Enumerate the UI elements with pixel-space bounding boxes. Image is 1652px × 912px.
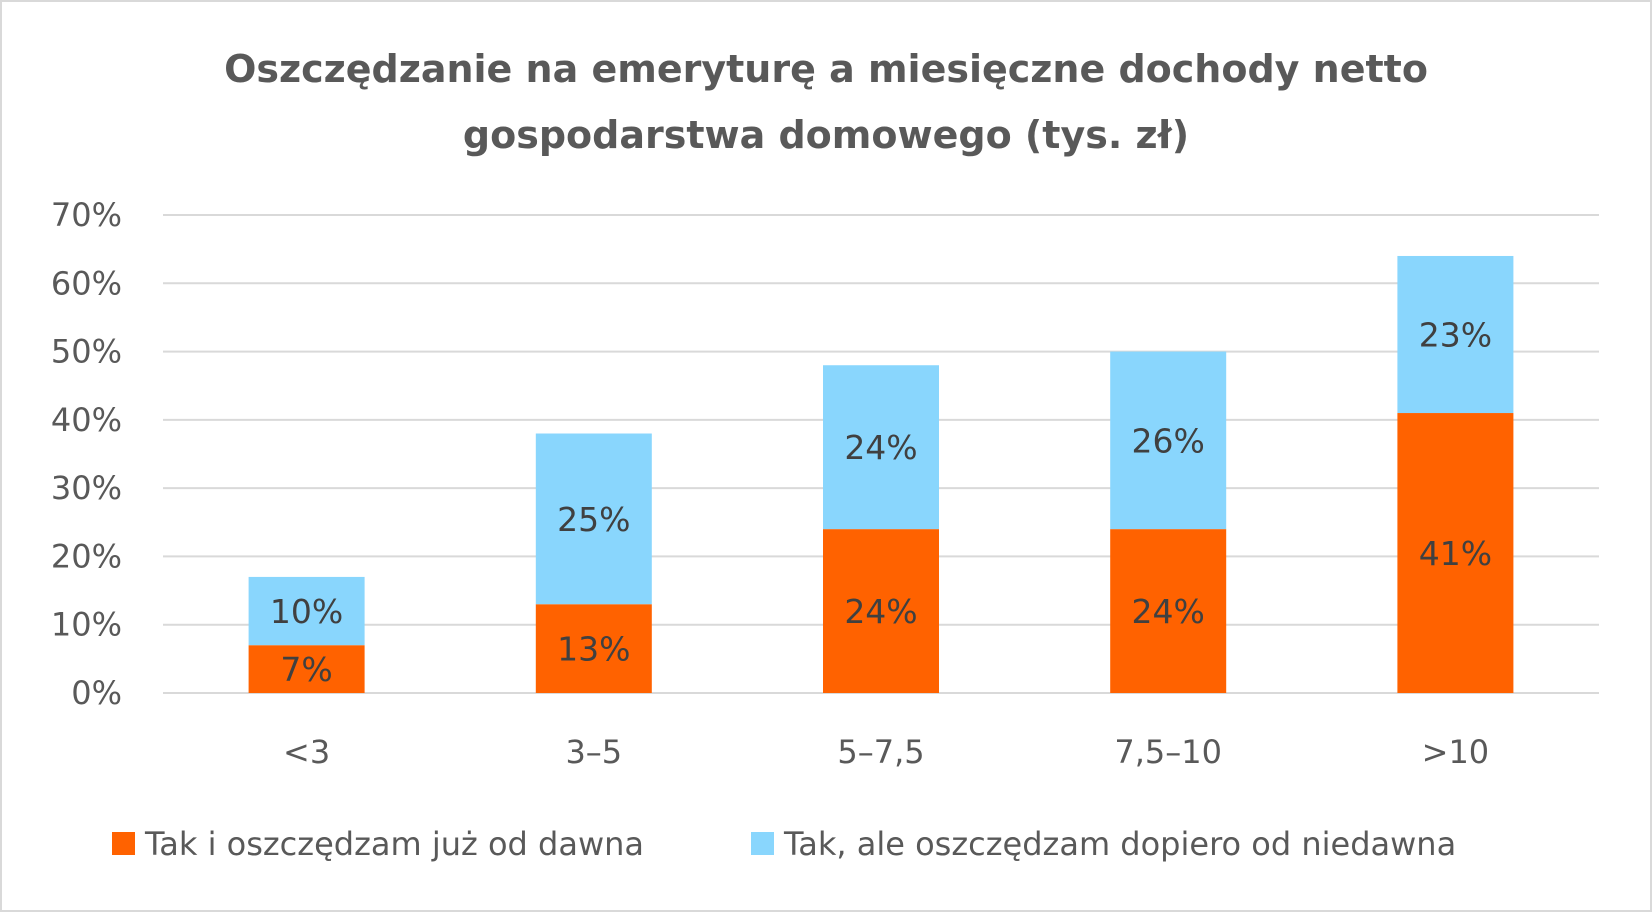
data-label: 26% <box>1132 421 1205 460</box>
x-tick-label: >10 <box>1422 733 1490 771</box>
data-label: 24% <box>844 592 917 631</box>
bar-segment <box>1110 351 1227 530</box>
y-tick-label: 40% <box>51 401 122 439</box>
bar-segment <box>1110 529 1227 693</box>
bar-segment <box>823 365 939 530</box>
x-tick-label: 3–5 <box>565 733 622 771</box>
x-tick-label: <3 <box>283 733 330 771</box>
y-tick-label: 10% <box>51 606 122 644</box>
y-tick-label: 60% <box>51 264 122 302</box>
y-tick-label: 0% <box>71 674 122 712</box>
legend-label: Tak i oszczędzam już od dawna <box>144 825 644 863</box>
data-label: 41% <box>1419 534 1492 573</box>
bar-segment <box>248 576 365 646</box>
y-tick-label: 70% <box>51 196 122 234</box>
y-tick-label: 20% <box>51 537 122 575</box>
data-label: 25% <box>557 500 630 539</box>
x-tick-label: 7,5–10 <box>1114 733 1222 771</box>
data-label: 24% <box>844 428 917 467</box>
bar-segment <box>535 433 652 605</box>
data-label: 7% <box>280 650 332 689</box>
bar-segment <box>248 645 365 693</box>
data-label: 24% <box>1132 592 1205 631</box>
data-label: 23% <box>1419 316 1492 355</box>
y-tick-label: 50% <box>51 333 122 371</box>
chart-title-line-2: gospodarstwa domowego (tys. zł) <box>463 113 1189 157</box>
data-label: 10% <box>270 592 343 631</box>
legend-label: Tak, ale oszczędzam dopiero od niedawna <box>783 825 1456 863</box>
x-tick-label: 5–7,5 <box>837 733 924 771</box>
bar-segment <box>1397 255 1514 414</box>
bar-segment <box>823 529 939 693</box>
bar-segment <box>535 604 652 693</box>
y-tick-label: 30% <box>51 469 122 507</box>
chart-title-line-1: Oszczędzanie na emeryturę a miesięczne d… <box>224 47 1428 91</box>
bar-segment <box>1397 413 1514 693</box>
data-label: 13% <box>557 630 630 669</box>
legend-swatch <box>751 832 774 855</box>
legend-swatch <box>112 832 135 855</box>
